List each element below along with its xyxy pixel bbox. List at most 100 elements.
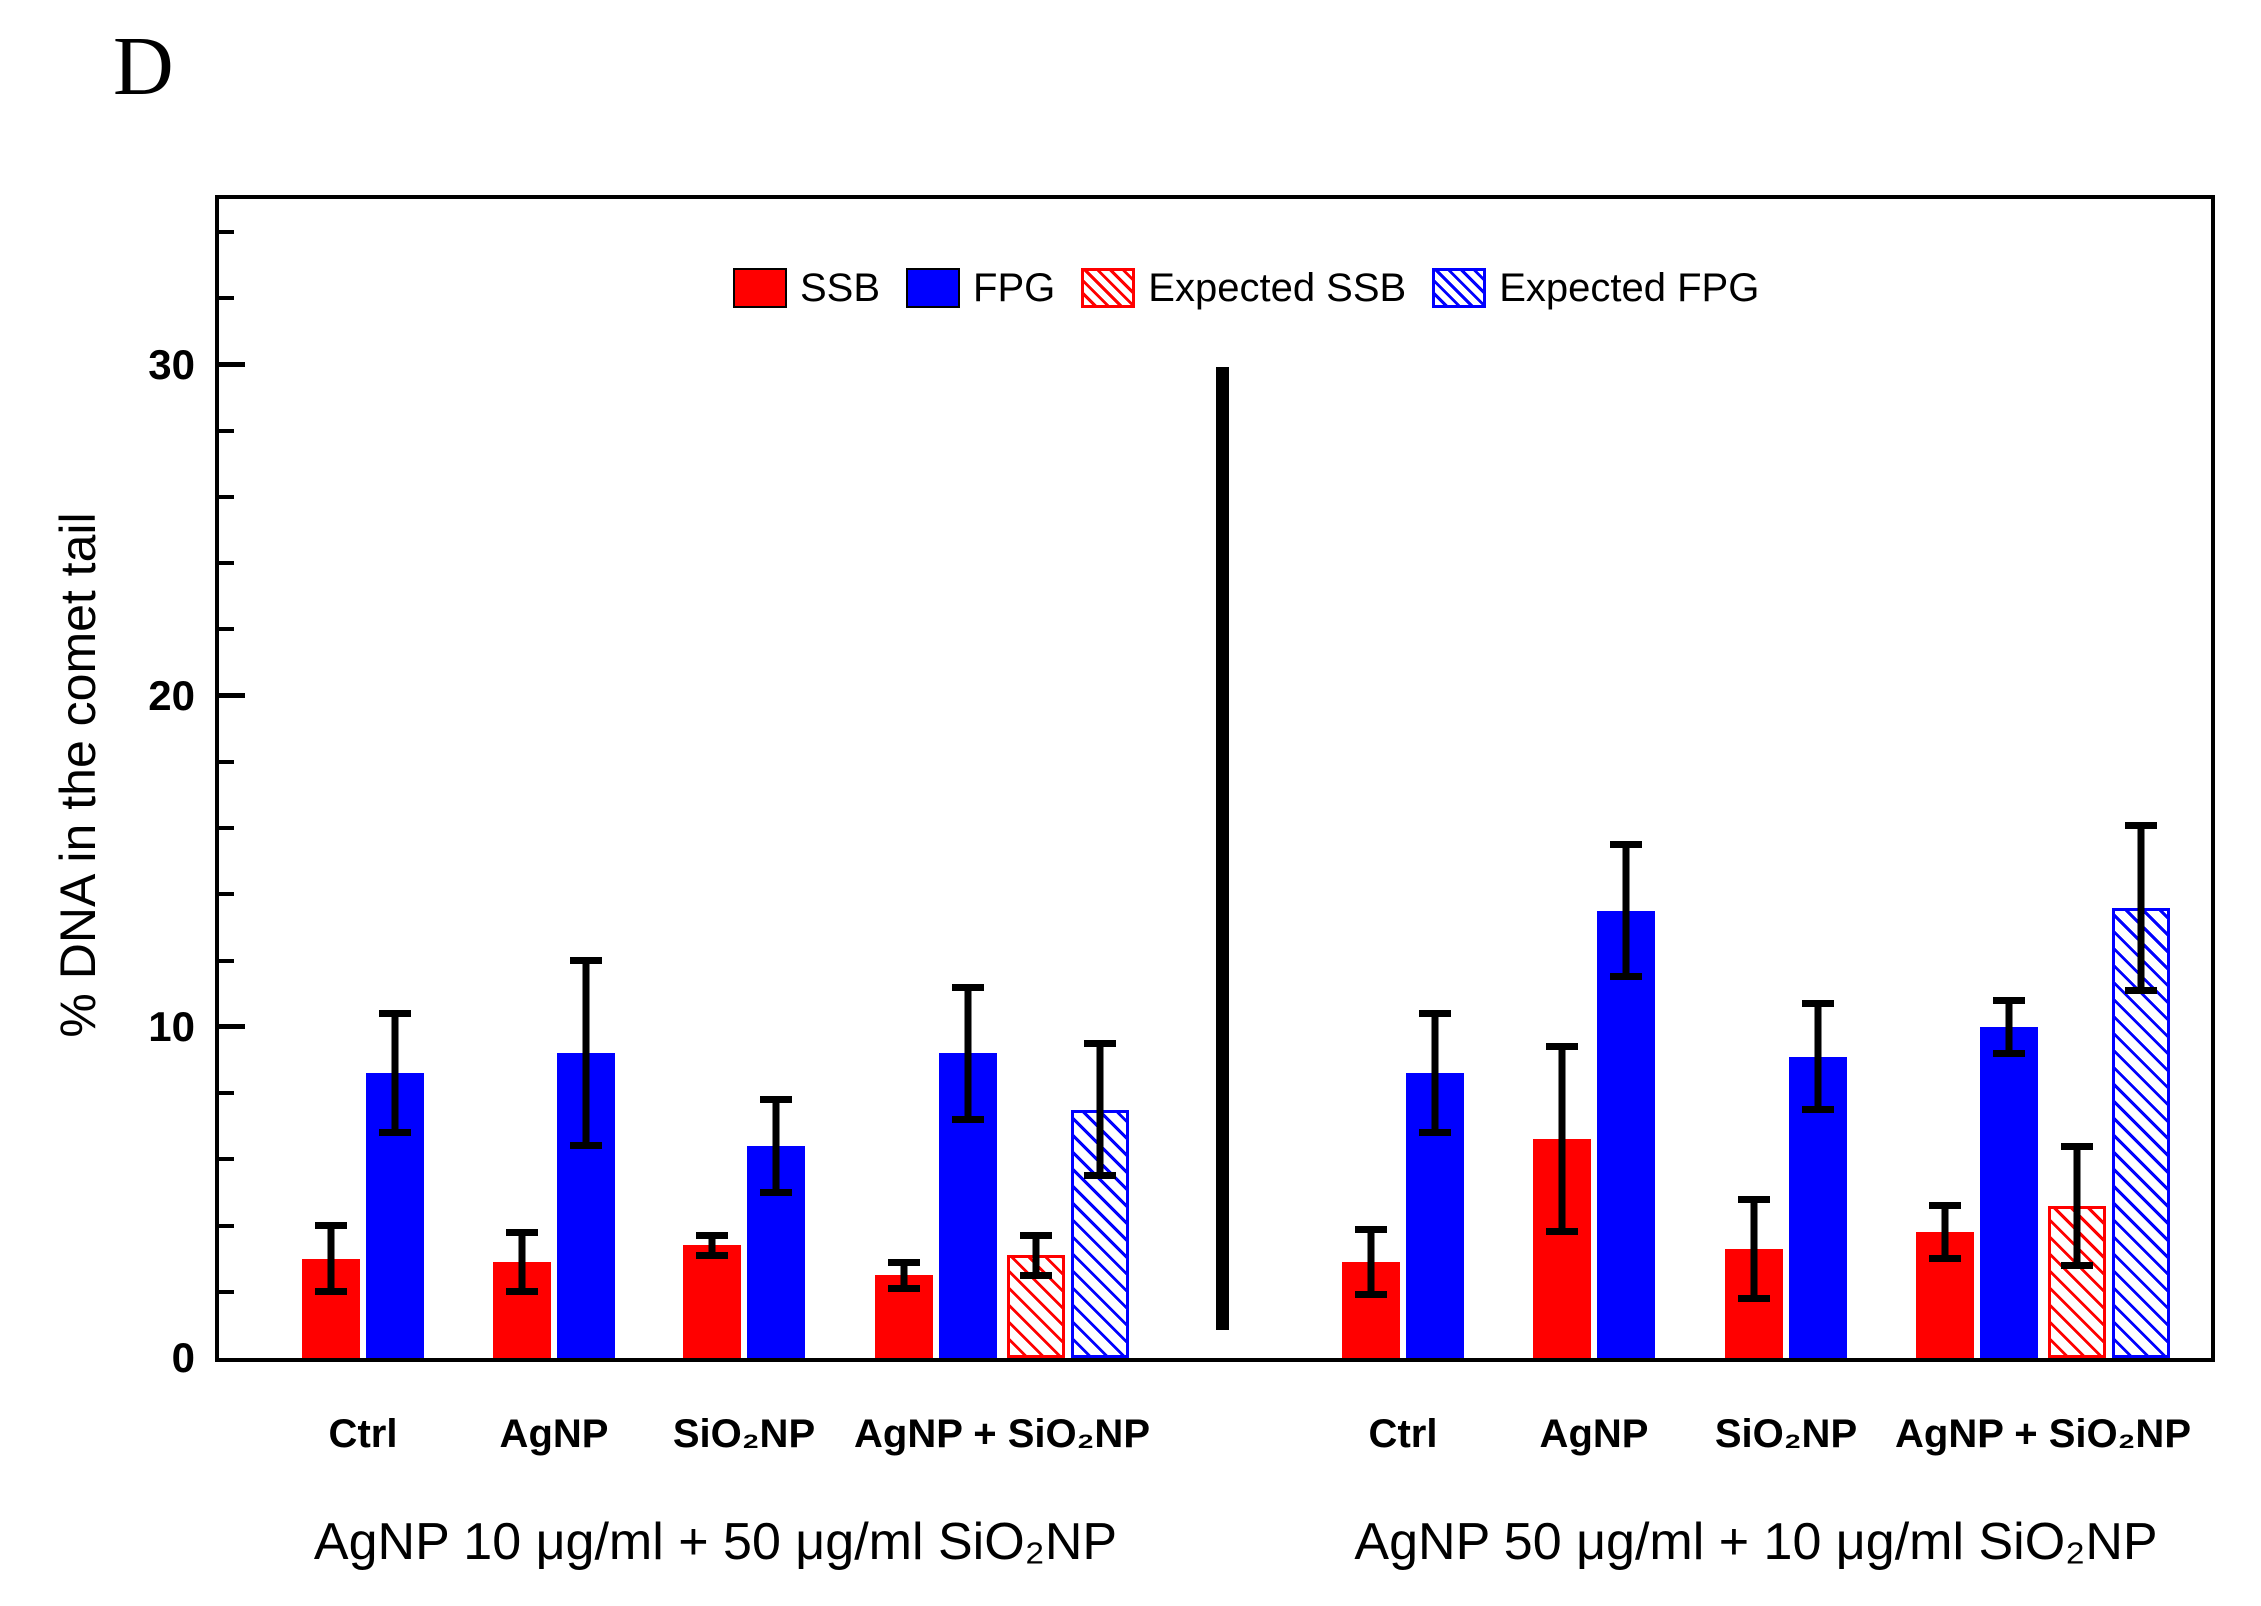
legend-item-expected-ssb: Expected SSB <box>1081 266 1406 310</box>
error-bar-cap-bottom <box>315 1288 347 1296</box>
error-bar <box>379 1010 411 1137</box>
error-bar-line <box>1431 1010 1439 1137</box>
y-minor-tick <box>219 1289 234 1294</box>
error-bar-line <box>964 983 972 1123</box>
error-bar-cap-bottom <box>1084 1172 1116 1180</box>
legend: SSB FPG Expected SSB Expected FPG <box>733 266 1759 310</box>
plot-area <box>215 195 2215 1362</box>
error-bar-cap-bottom <box>570 1142 602 1150</box>
error-bar-line <box>1096 1040 1104 1180</box>
error-bar-cap-bottom <box>1610 973 1642 981</box>
x-category-label-agnp-sio-np: AgNP + SiO₂NP <box>1895 1412 2191 1456</box>
error-bar-cap-bottom <box>1355 1291 1387 1299</box>
error-bar <box>1738 1195 1770 1302</box>
y-minor-tick <box>219 1091 234 1096</box>
error-bar-cap-top <box>952 983 984 991</box>
error-bar-cap-top <box>888 1258 920 1266</box>
error-bar-cap-bottom <box>2125 986 2157 994</box>
error-bar <box>1929 1202 1961 1262</box>
legend-label: Expected FPG <box>1499 266 1760 310</box>
error-bar-cap-top <box>379 1010 411 1018</box>
y-tick-label: 10 <box>148 1002 195 1050</box>
bar-ssb <box>683 1245 741 1358</box>
error-bar-line <box>1750 1195 1758 1302</box>
y-minor-tick <box>219 495 234 500</box>
error-bar-line <box>1367 1225 1375 1299</box>
error-bar-cap-bottom <box>1802 1105 1834 1113</box>
y-minor-tick <box>219 561 234 566</box>
error-bar-line <box>772 1096 780 1196</box>
error-bar-cap-top <box>1419 1010 1451 1018</box>
error-bar <box>2125 821 2157 994</box>
error-bar <box>570 957 602 1150</box>
legend-swatch-expected-ssb-icon <box>1081 268 1136 308</box>
panel-label: D <box>113 20 174 113</box>
error-bar-line <box>2073 1142 2081 1269</box>
error-bar <box>952 983 984 1123</box>
error-bar-cap-bottom <box>888 1284 920 1292</box>
error-bar-cap-top <box>2061 1142 2093 1150</box>
group-title: AgNP 10 μg/ml + 50 μg/ml SiO₂NP <box>313 1513 1118 1571</box>
legend-label: SSB <box>800 266 881 310</box>
error-bar-cap-bottom <box>1546 1228 1578 1236</box>
y-minor-tick <box>219 826 234 831</box>
error-bar <box>760 1096 792 1196</box>
error-bar <box>1084 1040 1116 1180</box>
error-bar-line <box>900 1258 908 1292</box>
error-bar <box>506 1228 538 1296</box>
error-bar <box>1993 997 2025 1057</box>
error-bar-line <box>1032 1232 1040 1279</box>
error-bar-line <box>327 1222 335 1296</box>
legend-swatch-ssb-icon <box>733 268 787 308</box>
error-bar-line <box>391 1010 399 1137</box>
y-tick-label: 30 <box>148 340 195 388</box>
x-category-label-sio-np: SiO₂NP <box>672 1412 816 1456</box>
error-bar-line <box>1941 1202 1949 1262</box>
x-category-label-agnp-sio-np: AgNP + SiO₂NP <box>854 1412 1150 1456</box>
error-bar-cap-bottom <box>1738 1294 1770 1302</box>
x-category-label-agnp: AgNP <box>1539 1412 1649 1456</box>
error-bar-cap-bottom <box>2061 1261 2093 1269</box>
error-bar <box>1419 1010 1451 1137</box>
error-bar-line <box>1622 841 1630 981</box>
error-bar-cap-top <box>1610 841 1642 849</box>
error-bar-line <box>582 957 590 1150</box>
x-category-label-ctrl: Ctrl <box>328 1412 398 1456</box>
y-tick-label: 0 <box>171 1334 195 1381</box>
error-bar <box>1020 1232 1052 1279</box>
legend-label: FPG <box>973 266 1056 310</box>
x-category-label-sio-np: SiO₂NP <box>1714 1412 1858 1456</box>
y-major-tick <box>219 693 245 699</box>
legend-item-fpg: FPG <box>906 266 1055 310</box>
error-bar-cap-bottom <box>952 1115 984 1123</box>
error-bar-cap-top <box>1802 1000 1834 1008</box>
error-bar-cap-top <box>1993 997 2025 1005</box>
legend-swatch-fpg-icon <box>906 268 961 308</box>
group-divider-line <box>1216 367 1229 1330</box>
error-bar-cap-bottom <box>1929 1254 1961 1262</box>
y-minor-tick <box>219 892 234 897</box>
y-minor-tick <box>219 428 234 433</box>
y-major-tick <box>219 362 245 368</box>
error-bar-cap-bottom <box>1020 1271 1052 1279</box>
error-bar <box>888 1258 920 1292</box>
legend-label: Expected SSB <box>1148 266 1407 310</box>
y-minor-tick <box>219 759 234 764</box>
error-bar-cap-bottom <box>760 1188 792 1196</box>
y-minor-tick <box>219 627 234 632</box>
error-bar-cap-top <box>1546 1043 1578 1051</box>
y-minor-tick <box>219 230 234 235</box>
error-bar-cap-top <box>2125 821 2157 829</box>
error-bar-cap-top <box>506 1228 538 1236</box>
error-bar <box>696 1232 728 1259</box>
y-axis-label: % DNA in the comet tail <box>50 512 106 1038</box>
error-bar <box>1610 841 1642 981</box>
x-category-label-ctrl: Ctrl <box>1368 1412 1438 1456</box>
bar-fpg <box>1980 1026 2038 1358</box>
error-bar-cap-bottom <box>379 1129 411 1137</box>
y-minor-tick <box>219 1223 234 1228</box>
bar-fpg <box>1597 910 1655 1358</box>
group-title: AgNP 50 μg/ml + 10 μg/ml SiO₂NP <box>1354 1513 2158 1571</box>
y-minor-tick <box>219 958 234 963</box>
error-bar-line <box>1558 1043 1566 1236</box>
